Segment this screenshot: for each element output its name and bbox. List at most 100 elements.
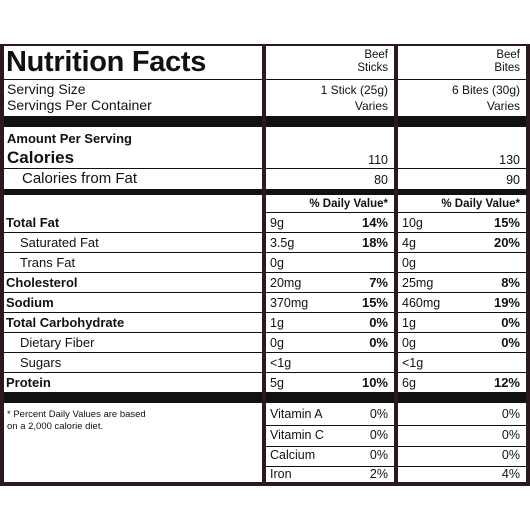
thick-rule-2: [266, 189, 394, 195]
protein-dv: 10%: [361, 375, 388, 390]
saturated-fat-dv: 18%: [361, 235, 388, 250]
row-rule: [266, 252, 394, 253]
column-name-line-1: Beef: [364, 49, 388, 61]
vitamin-a-value: 0%: [369, 407, 388, 421]
calories-label: Calories: [7, 148, 75, 167]
total-carbohydrate-amount: 1g: [270, 316, 284, 330]
dv-header-rule: [266, 212, 394, 213]
servings-value: Varies: [486, 99, 520, 113]
serving-size-value: 1 Stick (25g): [320, 83, 388, 97]
trans-fat-label: Trans Fat: [20, 255, 76, 270]
saturated-fat-amount: 3.5g: [270, 236, 295, 250]
row-rule: [398, 292, 526, 293]
calcium-value: 0%: [369, 448, 388, 462]
column-name-line-1: Beef: [496, 49, 520, 61]
cholesterol-dv: 8%: [501, 275, 520, 290]
iron-label: Iron: [270, 467, 292, 481]
calories-value: 110: [368, 153, 388, 167]
footnote-line-2: on a 2,000 calorie diet.: [7, 421, 104, 432]
vitamin-c-value: 0%: [501, 428, 520, 442]
nutrition-label-panel: Nutrition Facts Serving Size Servings Pe…: [0, 44, 530, 486]
total-carbohydrate-dv: 0%: [369, 315, 388, 330]
thick-rule-2: [398, 189, 526, 195]
row-rule: [398, 352, 526, 353]
saturated-fat-amount: 4g: [402, 236, 416, 250]
row-rule: [4, 292, 262, 293]
cholesterol-label: Cholesterol: [6, 275, 78, 290]
sugars-label: Sugars: [20, 355, 62, 370]
beef-bites-column: Beef Bites 6 Bites (30g) Varies 130 90 %…: [398, 46, 526, 482]
row-rule: [266, 312, 394, 313]
dietary-fiber-dv: 0%: [369, 335, 388, 350]
total-carbohydrate-label: Total Carbohydrate: [6, 315, 125, 330]
row-rule: [4, 372, 262, 373]
vitamin-a-value: 0%: [501, 407, 520, 421]
cholesterol-dv: 7%: [369, 275, 388, 290]
row-rule: [4, 312, 262, 313]
protein-label: Protein: [6, 375, 51, 390]
sodium-amount: 460mg: [402, 296, 441, 310]
row-rule: [398, 372, 526, 373]
row-rule: [266, 372, 394, 373]
total-fat-amount: 10g: [402, 216, 423, 230]
row-rule: [266, 425, 394, 426]
sodium-dv: 15%: [361, 295, 388, 310]
dietary-fiber-label: Dietary Fiber: [20, 335, 95, 350]
thick-rule-1: [398, 116, 526, 127]
serving-size-label: Serving Size: [7, 81, 86, 97]
saturated-fat-dv: 20%: [493, 235, 520, 250]
row-rule: [4, 252, 262, 253]
row-rule: [398, 252, 526, 253]
calories-from-fat-label: Calories from Fat: [22, 170, 138, 187]
thick-rule-2: [4, 189, 262, 195]
row-rule: [398, 272, 526, 273]
total-fat-label: Total Fat: [6, 215, 60, 230]
trans-fat-amount: 0g: [402, 256, 416, 270]
cholesterol-amount: 20mg: [270, 276, 302, 290]
row-rule: [266, 332, 394, 333]
title-rule: [398, 79, 526, 80]
footnote-line-1: * Percent Daily Values are based: [7, 409, 146, 420]
thick-rule-3: [266, 392, 394, 403]
column-name-line-2: Sticks: [357, 62, 388, 74]
daily-value-header: % Daily Value*: [441, 198, 520, 210]
sodium-amount: 370mg: [270, 296, 309, 310]
vitamin-a-label: Vitamin A: [270, 407, 323, 421]
protein-amount: 6g: [402, 376, 416, 390]
cholesterol-amount: 25mg: [402, 276, 434, 290]
row-rule: [398, 446, 526, 447]
protein-amount: 5g: [270, 376, 284, 390]
calories-from-fat-value: 90: [506, 173, 520, 187]
thick-rule-3: [398, 392, 526, 403]
calories-rule: [266, 168, 394, 169]
row-rule: [4, 352, 262, 353]
total-fat-dv: 15%: [493, 215, 520, 230]
thick-rule-1: [4, 116, 262, 127]
column-name-line-2: Bites: [494, 62, 520, 74]
dietary-fiber-amount: 0g: [402, 336, 416, 350]
calories-value: 130: [499, 153, 520, 167]
row-rule: [266, 292, 394, 293]
servings-value: Varies: [354, 99, 388, 113]
row-rule: [4, 332, 262, 333]
row-rule: [266, 466, 394, 467]
amount-per-serving-label: Amount Per Serving: [7, 131, 132, 146]
trans-fat-amount: 0g: [270, 256, 284, 270]
vitamin-c-label: Vitamin C: [270, 428, 324, 442]
sugars-amount: <1g: [402, 356, 424, 370]
daily-value-header: % Daily Value*: [309, 198, 388, 210]
dietary-fiber-dv: 0%: [501, 335, 520, 350]
row-rule: [266, 272, 394, 273]
row-rule: [4, 272, 262, 273]
row-rule: [398, 332, 526, 333]
calories-from-fat-value: 80: [374, 173, 388, 187]
title-rule: [4, 79, 262, 80]
thick-rule-1: [266, 116, 394, 127]
thick-rule-3: [4, 392, 262, 403]
title-rule: [266, 79, 394, 80]
row-rule: [398, 232, 526, 233]
saturated-fat-label: Saturated Fat: [20, 235, 99, 250]
sodium-label: Sodium: [6, 295, 54, 310]
label-title: Nutrition Facts: [6, 46, 207, 78]
label-column: Nutrition Facts Serving Size Servings Pe…: [4, 46, 262, 482]
